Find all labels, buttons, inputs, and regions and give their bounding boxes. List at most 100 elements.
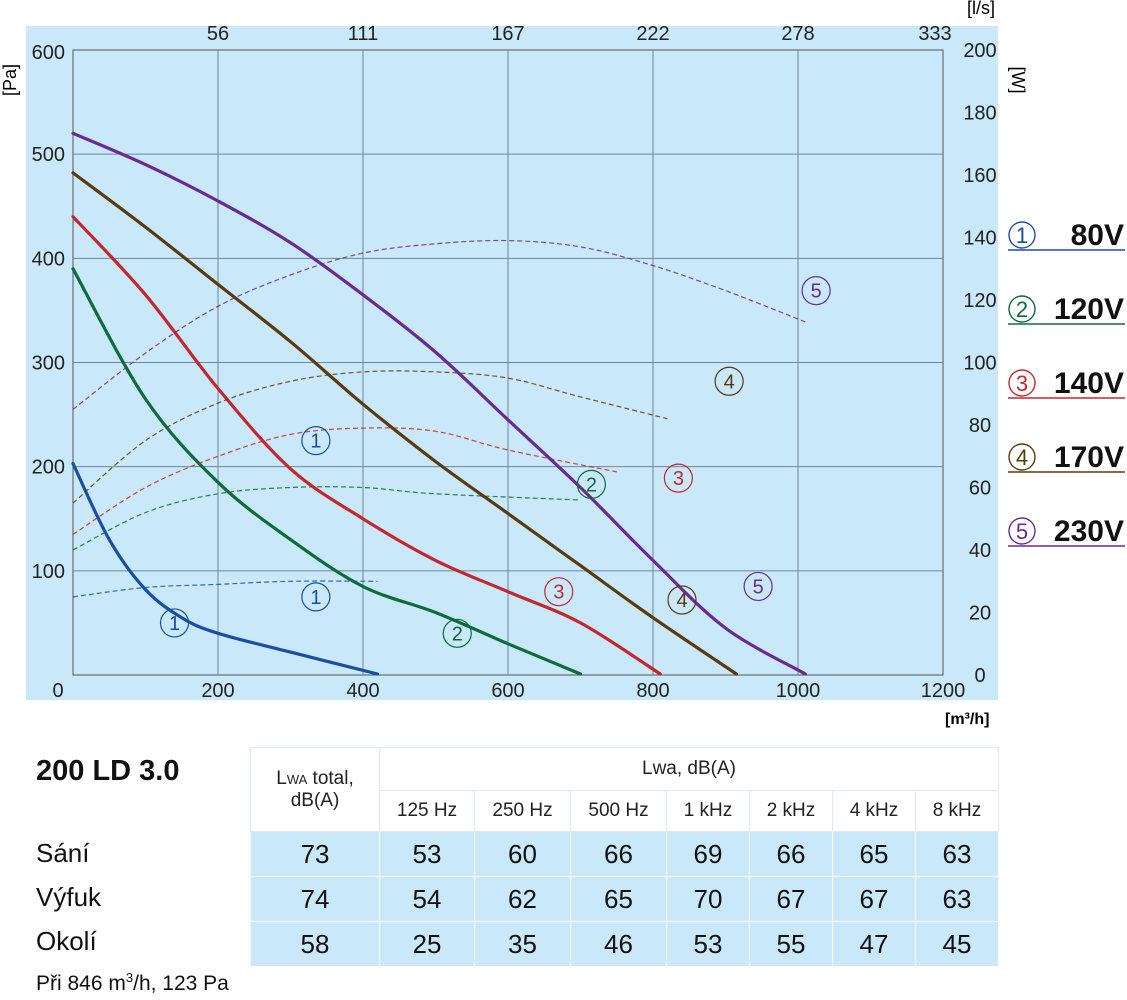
model-name: 200 LD 3.0 — [36, 755, 180, 787]
pressure-curve-3 — [71, 215, 662, 676]
table-cell: 70 — [666, 876, 750, 922]
table-cell: 74 — [250, 876, 380, 922]
y2-tick-label: 80 — [969, 415, 991, 437]
x-tick-label: 800 — [636, 680, 669, 702]
table-cell: 67 — [832, 876, 916, 922]
power-curve-label: 5 — [801, 276, 831, 306]
row-label-vyfuk: Výfuk — [36, 882, 102, 912]
label-number: 3 — [673, 468, 684, 490]
power-curve-label: 3 — [663, 463, 693, 493]
y2-tick-label: 60 — [969, 478, 991, 500]
pressure-curve-1 — [71, 461, 380, 676]
fan-performance-chart: 0 200 400 600 800 1000 12001002003004005006000… — [0, 0, 1125, 728]
table-cell: 65 — [832, 831, 916, 877]
label-number: 1 — [169, 613, 180, 635]
legend-number: 5 — [1016, 519, 1028, 544]
total-header: LWA total, dB(A) — [250, 747, 380, 832]
axis-ticks: 0 200 400 600 800 1000 12001002003004005006000… — [32, 23, 997, 702]
pressure-curve-label: 5 — [743, 571, 773, 602]
y2-tick-label: 160 — [963, 165, 996, 187]
legend: 1 80V 2 120V 3 140V 4 170V 5 230V — [1008, 219, 1125, 548]
pressure-curve-2 — [71, 267, 583, 676]
table-cell: 46 — [570, 921, 667, 967]
x-tick-label: 400 — [346, 680, 379, 702]
top-tick-label: 111 — [348, 23, 378, 45]
legend-circle — [1008, 295, 1036, 323]
label-number: 3 — [553, 582, 564, 604]
legend-item-3: 3 140V — [1008, 367, 1125, 400]
footnote: Při 846 m3/h, 123 Pa — [36, 970, 229, 995]
label-circle — [442, 618, 472, 648]
label-circle — [743, 571, 773, 602]
y2-tick-label: 140 — [963, 228, 996, 250]
y-tick-label: 400 — [32, 248, 65, 270]
table-cell: 54 — [379, 876, 475, 922]
table-cell: 62 — [474, 876, 571, 922]
freq-header: 4 kHz — [832, 790, 916, 832]
freq-header: 2 kHz — [749, 790, 833, 832]
power-curve-2 — [72, 486, 581, 551]
table-row: 58 25 35 46 53 55 47 45 — [250, 921, 999, 967]
table-cell: 69 — [666, 831, 750, 877]
label-circle — [576, 469, 606, 499]
x-tick-label: 600 — [491, 680, 524, 702]
label-number: 4 — [676, 590, 687, 612]
label-circle — [667, 585, 697, 615]
legend-label: 80V — [1071, 219, 1124, 252]
pressure-curve-label: 1 — [301, 582, 331, 612]
table-cell: 58 — [250, 921, 380, 967]
label-number: 1 — [310, 431, 321, 453]
table-cell: 25 — [379, 921, 475, 967]
table-cell: 55 — [749, 921, 833, 967]
x-axis-unit: [m³/h] — [945, 711, 989, 728]
y2-tick-label: 0 — [974, 665, 985, 687]
pressure-curve-4 — [71, 171, 738, 676]
legend-number: 3 — [1016, 371, 1028, 396]
freq-header: 1 kHz — [666, 790, 750, 832]
power-curve-label: 2 — [576, 469, 606, 499]
table-cell: 45 — [915, 921, 999, 967]
curve-labels: 1 1 2 3 4 5 1 2 3 4 5 — [159, 276, 831, 648]
power-curve-3 — [72, 427, 617, 535]
power-curve-1 — [72, 580, 378, 598]
y-tick-label: 300 — [32, 353, 65, 375]
legend-item-5: 5 230V — [1008, 515, 1125, 548]
table-cell: 60 — [474, 831, 571, 877]
pressure-curve-label: 4 — [667, 585, 697, 615]
legend-circle — [1008, 443, 1036, 471]
power-curve-label: 4 — [714, 366, 744, 396]
pressure-curve-label: 3 — [544, 577, 574, 607]
y-tick-label: 500 — [32, 144, 65, 166]
pressure-curve-label: 1 — [159, 608, 190, 638]
table-row: 74 54 62 65 70 67 67 63 — [250, 876, 999, 922]
table-cell: 73 — [250, 831, 380, 877]
power-curve-5 — [72, 239, 806, 410]
top-tick-label: 278 — [781, 23, 814, 45]
right-axis-unit: [W] — [1008, 67, 1028, 94]
table-cell: 47 — [832, 921, 916, 967]
grid — [72, 49, 944, 676]
y2-tick-label: 40 — [969, 540, 991, 562]
label-number: 2 — [586, 474, 597, 496]
freq-header: 500 Hz — [570, 790, 667, 832]
x-tick-label: 0 — [52, 680, 63, 702]
freq-header: 8 kHz — [915, 790, 999, 832]
y-tick-label: 600 — [32, 42, 65, 64]
label-number: 2 — [452, 623, 463, 645]
top-tick-label: 167 — [491, 23, 524, 45]
legend-label: 140V — [1054, 367, 1124, 400]
power-curve-4 — [72, 370, 668, 504]
sound-power-table: LWA total, dB(A) Lwa, dB(A) 125 Hz 250 Hz… — [250, 747, 999, 967]
top-tick-label: 56 — [207, 23, 229, 45]
table-cell: 65 — [570, 876, 667, 922]
table-cell: 67 — [749, 876, 833, 922]
legend-item-4: 4 170V — [1008, 441, 1125, 474]
row-label-okoli: Okolí — [36, 926, 97, 956]
freq-header: 125 Hz — [379, 790, 475, 832]
top-axis-unit: [l/s] — [967, 0, 995, 18]
pressure-curve-label: 2 — [442, 618, 472, 648]
left-axis-unit: [Pa] — [0, 64, 20, 96]
legend-label: 120V — [1054, 293, 1124, 326]
top-tick-label: 222 — [636, 23, 669, 45]
label-number: 5 — [811, 281, 822, 303]
